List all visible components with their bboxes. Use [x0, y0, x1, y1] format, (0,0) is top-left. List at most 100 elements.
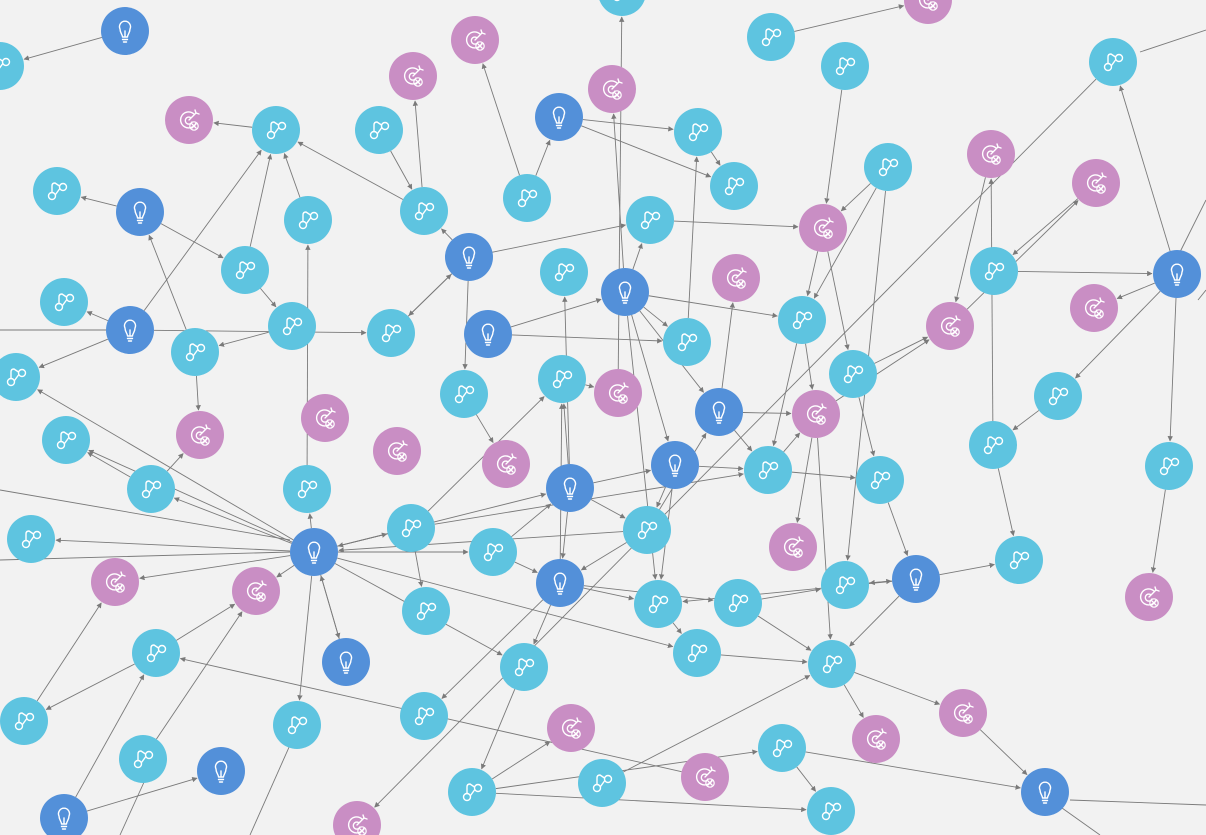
idea-node[interactable]: [116, 188, 164, 236]
blocked-node[interactable]: [792, 390, 840, 438]
connection-node[interactable]: [171, 328, 219, 376]
connection-node[interactable]: [808, 640, 856, 688]
connection-node[interactable]: [807, 787, 855, 835]
blocked-node[interactable]: [1072, 159, 1120, 207]
connection-node[interactable]: [0, 42, 24, 90]
connection-node[interactable]: [252, 106, 300, 154]
idea-node[interactable]: [892, 555, 940, 603]
idea-node[interactable]: [40, 794, 88, 835]
connection-node[interactable]: [440, 370, 488, 418]
connection-node[interactable]: [119, 735, 167, 783]
blocked-node[interactable]: [769, 523, 817, 571]
connection-node[interactable]: [0, 353, 40, 401]
connection-node[interactable]: [538, 355, 586, 403]
connection-node[interactable]: [673, 629, 721, 677]
connection-node[interactable]: [747, 13, 795, 61]
blocked-node[interactable]: [939, 689, 987, 737]
idea-node[interactable]: [445, 233, 493, 281]
connection-node[interactable]: [127, 465, 175, 513]
idea-node[interactable]: [197, 747, 245, 795]
connection-node[interactable]: [864, 143, 912, 191]
connection-node[interactable]: [448, 768, 496, 816]
connection-node[interactable]: [273, 701, 321, 749]
connection-node[interactable]: [400, 187, 448, 235]
idea-node[interactable]: [651, 441, 699, 489]
blocked-node[interactable]: [176, 411, 224, 459]
blocked-node[interactable]: [852, 715, 900, 763]
connection-node[interactable]: [634, 580, 682, 628]
connection-node[interactable]: [1034, 372, 1082, 420]
connection-node[interactable]: [7, 515, 55, 563]
connection-node[interactable]: [42, 416, 90, 464]
blocked-node[interactable]: [165, 96, 213, 144]
connection-node[interactable]: [744, 446, 792, 494]
connection-node[interactable]: [821, 561, 869, 609]
connection-node[interactable]: [1145, 442, 1193, 490]
connection-node[interactable]: [598, 0, 646, 16]
connection-node[interactable]: [710, 162, 758, 210]
blocked-node[interactable]: [389, 52, 437, 100]
connection-node[interactable]: [402, 587, 450, 635]
connection-node[interactable]: [355, 106, 403, 154]
blocked-node[interactable]: [799, 204, 847, 252]
blocked-node[interactable]: [967, 130, 1015, 178]
idea-node[interactable]: [1021, 768, 1069, 816]
connection-node[interactable]: [674, 108, 722, 156]
connection-node[interactable]: [821, 42, 869, 90]
connection-node[interactable]: [387, 504, 435, 552]
connection-node[interactable]: [856, 456, 904, 504]
connection-node[interactable]: [1089, 38, 1137, 86]
idea-node[interactable]: [546, 464, 594, 512]
connection-node[interactable]: [714, 579, 762, 627]
idea-node[interactable]: [290, 528, 338, 576]
connection-node[interactable]: [367, 309, 415, 357]
connection-node[interactable]: [268, 302, 316, 350]
connection-node[interactable]: [626, 196, 674, 244]
blocked-node[interactable]: [588, 65, 636, 113]
blocked-node[interactable]: [712, 254, 760, 302]
connection-node[interactable]: [829, 350, 877, 398]
blocked-node[interactable]: [482, 440, 530, 488]
blocked-node[interactable]: [91, 558, 139, 606]
connection-node[interactable]: [503, 174, 551, 222]
blocked-node[interactable]: [232, 567, 280, 615]
blocked-node[interactable]: [451, 16, 499, 64]
blocked-node[interactable]: [1125, 573, 1173, 621]
blocked-node[interactable]: [1070, 284, 1118, 332]
idea-node[interactable]: [695, 388, 743, 436]
connection-node[interactable]: [540, 248, 588, 296]
connection-node[interactable]: [132, 629, 180, 677]
idea-node[interactable]: [322, 638, 370, 686]
connection-node[interactable]: [778, 296, 826, 344]
connection-node[interactable]: [970, 247, 1018, 295]
connection-node[interactable]: [400, 692, 448, 740]
connection-node[interactable]: [33, 167, 81, 215]
connection-node[interactable]: [758, 724, 806, 772]
idea-node[interactable]: [101, 7, 149, 55]
blocked-node[interactable]: [681, 753, 729, 801]
connection-node[interactable]: [623, 506, 671, 554]
connection-node[interactable]: [40, 278, 88, 326]
blocked-node[interactable]: [547, 704, 595, 752]
idea-node[interactable]: [106, 306, 154, 354]
connection-node[interactable]: [578, 759, 626, 807]
connection-node[interactable]: [0, 697, 48, 745]
connection-node[interactable]: [663, 318, 711, 366]
connection-node[interactable]: [969, 421, 1017, 469]
blocked-node[interactable]: [373, 427, 421, 475]
connection-node[interactable]: [284, 196, 332, 244]
idea-node[interactable]: [1153, 250, 1201, 298]
blocked-node[interactable]: [594, 369, 642, 417]
idea-node[interactable]: [601, 268, 649, 316]
idea-node[interactable]: [535, 93, 583, 141]
blocked-node[interactable]: [333, 801, 381, 835]
connection-node[interactable]: [469, 528, 517, 576]
blocked-node[interactable]: [926, 302, 974, 350]
idea-node[interactable]: [464, 310, 512, 358]
blocked-node[interactable]: [904, 0, 952, 24]
idea-node[interactable]: [536, 559, 584, 607]
blocked-node[interactable]: [301, 394, 349, 442]
connection-node[interactable]: [283, 465, 331, 513]
connection-node[interactable]: [500, 643, 548, 691]
